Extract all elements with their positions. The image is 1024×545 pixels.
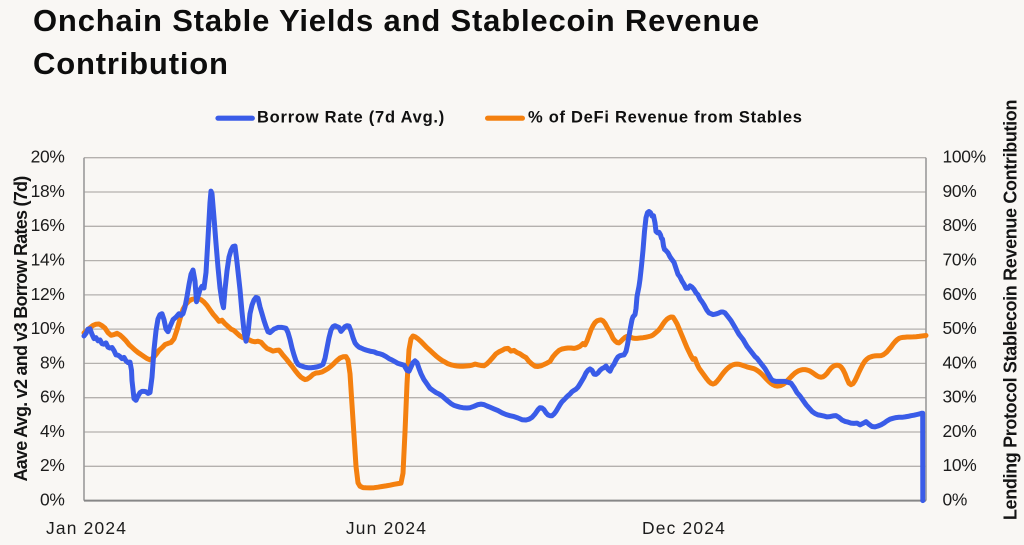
svg-text:Aave Avg. v2 and v3 Borrow Rat: Aave Avg. v2 and v3 Borrow Rates (7d): [11, 176, 31, 482]
svg-text:4%: 4%: [40, 421, 65, 441]
svg-text:% of DeFi Revenue from Stables: % of DeFi Revenue from Stables: [528, 109, 803, 127]
svg-text:100%: 100%: [943, 147, 986, 167]
svg-text:20%: 20%: [31, 147, 65, 167]
svg-text:Lending Protocol Stablecoin Re: Lending Protocol Stablecoin Revenue Cont…: [1001, 100, 1021, 520]
svg-text:Dec 2024: Dec 2024: [642, 518, 726, 538]
svg-text:12%: 12%: [31, 284, 65, 304]
svg-text:16%: 16%: [31, 215, 65, 235]
svg-text:40%: 40%: [943, 352, 977, 372]
svg-text:30%: 30%: [943, 387, 977, 407]
svg-text:8%: 8%: [40, 352, 65, 372]
svg-text:90%: 90%: [943, 181, 977, 201]
svg-text:80%: 80%: [943, 215, 977, 235]
svg-text:0%: 0%: [40, 490, 65, 510]
svg-text:18%: 18%: [31, 181, 65, 201]
svg-text:2%: 2%: [40, 455, 65, 475]
svg-text:Jun 2024: Jun 2024: [346, 518, 427, 538]
svg-text:10%: 10%: [31, 318, 65, 338]
svg-text:Jan 2024: Jan 2024: [46, 518, 127, 538]
svg-text:70%: 70%: [943, 250, 977, 270]
svg-text:0%: 0%: [943, 490, 968, 510]
svg-text:Borrow Rate (7d Avg.): Borrow Rate (7d Avg.): [257, 109, 445, 127]
svg-text:6%: 6%: [40, 387, 65, 407]
svg-text:50%: 50%: [943, 318, 977, 338]
svg-text:20%: 20%: [943, 421, 977, 441]
svg-text:10%: 10%: [943, 455, 977, 475]
svg-text:60%: 60%: [943, 284, 977, 304]
svg-text:14%: 14%: [31, 250, 65, 270]
